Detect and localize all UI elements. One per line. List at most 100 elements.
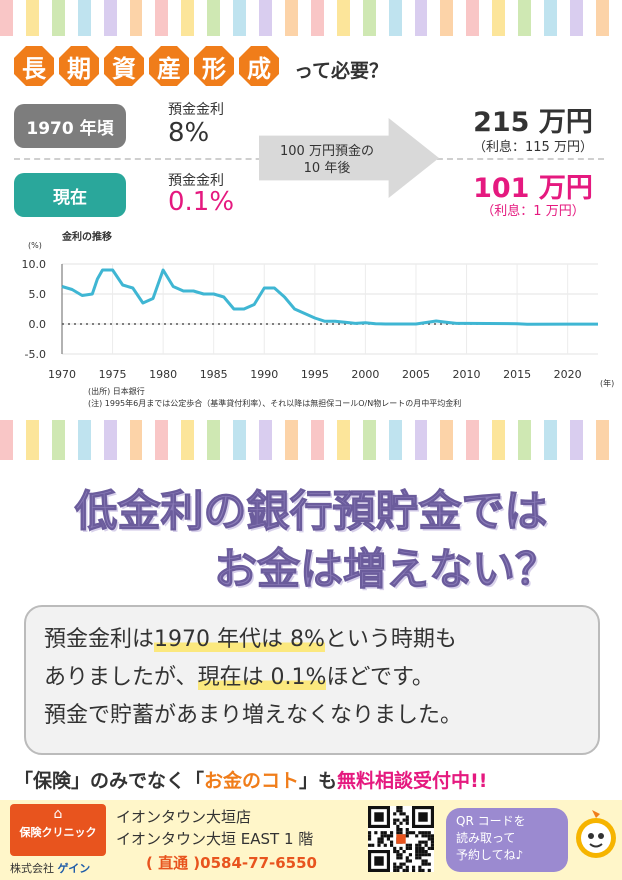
qr-module [427, 837, 431, 841]
qr-module [408, 843, 412, 847]
qr-module [415, 853, 419, 857]
qr-module [396, 809, 400, 813]
qr-module [396, 824, 400, 828]
stripe [77, 420, 91, 460]
stripe [194, 420, 208, 460]
stripe [297, 420, 311, 460]
phone-number[interactable]: ( 直通 )0584-77-6550 [146, 854, 317, 872]
chart-xlabel: (年) [600, 378, 614, 388]
stripe [233, 420, 247, 460]
qr-module [415, 834, 419, 838]
stripe [427, 420, 441, 460]
stripe [168, 420, 182, 460]
company-name-text: ゲイン [57, 862, 91, 875]
stripe [336, 420, 350, 460]
qr-module [418, 812, 428, 822]
stripe [569, 420, 583, 460]
stripe [142, 420, 156, 460]
stripe [492, 0, 506, 36]
body-l2-b: ほどです。 [326, 665, 434, 690]
qr-module [418, 831, 422, 835]
stripe [440, 420, 454, 460]
stripe [388, 0, 402, 36]
qr-module [405, 821, 409, 825]
stripe [518, 0, 532, 36]
qr-module [393, 846, 397, 850]
qr-module [421, 850, 425, 854]
qr-code[interactable] [368, 806, 434, 872]
qr-module [424, 831, 428, 835]
qr-module [405, 868, 409, 872]
stripe [453, 420, 467, 460]
x-tick-label: 2010 [453, 368, 481, 381]
clinic-logo: ⌂ 保険クリニック [10, 804, 106, 856]
qr-module [377, 840, 381, 844]
stripe [595, 0, 609, 36]
chart-note-source: (出所) 日本銀行 [88, 386, 145, 396]
qr-module [427, 846, 431, 850]
x-tick-label: 2000 [351, 368, 379, 381]
stripe [272, 0, 285, 36]
qr-module [393, 812, 397, 816]
qr-module [427, 853, 431, 857]
qr-module [399, 809, 403, 813]
stripe [608, 0, 622, 36]
qr-module [399, 862, 403, 866]
stripe [168, 0, 182, 36]
stripe [284, 420, 298, 460]
qr-module [421, 862, 425, 866]
qr-module [374, 856, 384, 866]
qr-module [415, 843, 419, 847]
stripe [64, 420, 78, 460]
stripe [142, 0, 156, 36]
qr-module [424, 862, 428, 866]
qr-module [399, 865, 403, 869]
stripe [414, 0, 428, 36]
qr-module [421, 868, 425, 872]
arrow-text: 100 万円預金の 10 年後 [262, 143, 392, 177]
title-rest: って必要？ [294, 59, 389, 82]
qr-module [418, 865, 422, 869]
title-char-6: 成 [239, 46, 279, 86]
cta-p2: お金のコト [204, 770, 300, 792]
stripe [38, 420, 52, 460]
qr-module [402, 850, 406, 854]
stripe [90, 420, 104, 460]
house-icon: ⌂ [53, 806, 63, 822]
x-tick-label: 2005 [402, 368, 430, 381]
qr-module [415, 846, 419, 850]
qr-module [380, 840, 384, 844]
body-line3: 預金で貯蓄があまり増えなくなりました。 [44, 703, 463, 728]
y-tick-label: 5.0 [29, 288, 47, 301]
qr-module [399, 821, 403, 825]
qr-module [402, 812, 406, 816]
stripe [349, 420, 363, 460]
store-name: イオンタウン大垣店 [116, 808, 252, 826]
qr-module [396, 806, 400, 810]
stripe [246, 420, 260, 460]
qr-module [368, 831, 372, 835]
bubble-line3: 予約してね♪ [456, 848, 524, 862]
qr-module [371, 843, 375, 847]
title-char-5: 形 [194, 46, 234, 86]
stripe [12, 420, 26, 460]
qr-module [402, 862, 406, 866]
x-tick-label: 1990 [250, 368, 278, 381]
stripe [310, 0, 324, 36]
stripe [479, 420, 493, 460]
stripe [569, 0, 583, 36]
stripe [129, 0, 143, 36]
stripe [401, 0, 415, 36]
stripe [0, 420, 13, 460]
qr-module [386, 837, 390, 841]
qr-module [421, 831, 425, 835]
cta-free-consult: 無料相談受付中 [337, 770, 471, 792]
qr-module [374, 812, 384, 822]
body-line2: ありましたが、現在は 0.1%ほどです。 [44, 659, 584, 697]
mascot-icon [576, 810, 616, 858]
qr-module [399, 828, 403, 832]
qr-module [399, 812, 403, 816]
qr-module [396, 831, 400, 835]
result-now-amount: 101 万円 [473, 173, 593, 204]
